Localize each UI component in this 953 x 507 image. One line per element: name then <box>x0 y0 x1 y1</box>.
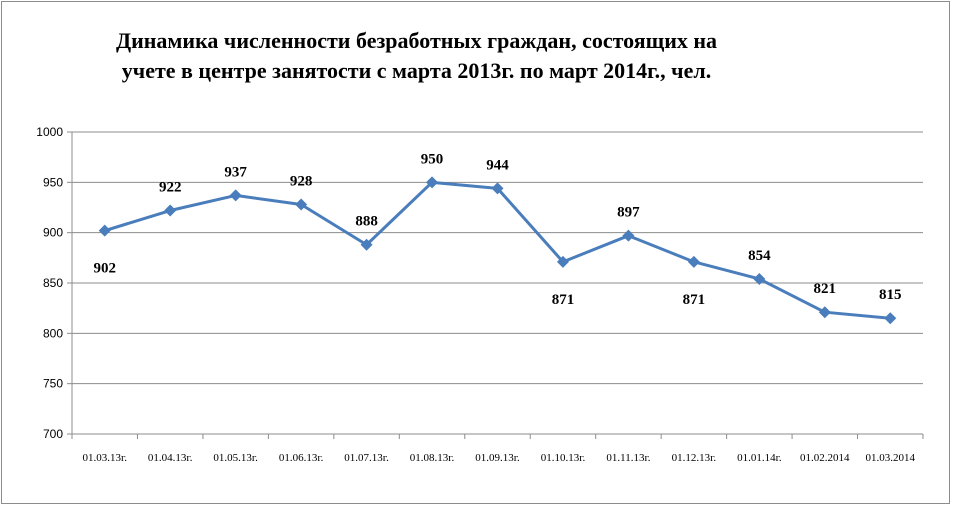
data-label: 922 <box>159 180 182 196</box>
data-label: 902 <box>93 261 116 277</box>
x-tick-label: 01.01.14г. <box>737 452 782 464</box>
data-label: 821 <box>814 281 837 297</box>
data-point-marker <box>556 255 569 268</box>
data-label: 854 <box>748 248 771 264</box>
data-label: 871 <box>683 292 706 308</box>
x-tick-label: 01.07.13г. <box>344 452 389 464</box>
data-point-marker <box>295 198 308 211</box>
x-tick-label: 01.06.13г. <box>279 452 324 464</box>
chart-title: Динамика численности безработных граждан… <box>0 26 953 86</box>
data-label: 928 <box>290 173 313 189</box>
data-point-marker <box>687 255 700 268</box>
x-tick-label: 01.09.13г. <box>475 452 520 464</box>
series-line <box>104 180 891 320</box>
x-tick-label: 01.03.13г. <box>82 452 127 464</box>
y-tick-label: 850 <box>43 276 63 290</box>
y-tick-label: 1000 <box>36 125 63 139</box>
y-tick-label: 900 <box>43 226 63 240</box>
y-tick-label: 700 <box>43 427 63 441</box>
data-point-marker <box>753 272 766 285</box>
y-tick-label: 750 <box>43 377 63 391</box>
x-tick-label: 01.11.13г. <box>606 452 650 464</box>
data-label: 950 <box>421 151 444 167</box>
y-tick-labels: 700 750 800 850 900 950 1000 <box>36 125 63 441</box>
gridlines <box>72 131 923 385</box>
data-point-marker <box>491 182 504 195</box>
data-label: 871 <box>552 292 575 308</box>
x-tick-label: 01.02.2014 <box>800 452 850 464</box>
x-tick-label: 01.12.13г. <box>672 452 717 464</box>
data-label: 897 <box>617 205 640 221</box>
chart-title-line-1: Динамика численности безработных граждан… <box>115 28 718 53</box>
y-tick-label: 950 <box>43 175 63 189</box>
x-tick-label: 01.03.2014 <box>866 452 916 464</box>
data-point-marker <box>360 238 373 251</box>
data-point-marker <box>98 224 111 237</box>
x-tick-label: 01.04.13г. <box>148 452 193 464</box>
data-label: 944 <box>486 157 509 173</box>
data-point-marker <box>884 312 897 325</box>
chart-title-line-2: учете в центре занятости с марта 2013г. … <box>121 58 712 83</box>
x-tick-label: 01.10.13г. <box>541 452 586 464</box>
data-labels: 902 922 937 928 888 950 944 871 897 871 854 821 815 <box>93 151 901 308</box>
data-label: 937 <box>224 164 247 180</box>
y-tick-label: 800 <box>43 326 63 340</box>
data-point-marker <box>164 204 177 217</box>
data-point-marker <box>229 189 242 202</box>
data-point-marker <box>622 229 635 242</box>
axes <box>67 131 924 439</box>
data-point-marker <box>818 306 831 319</box>
data-point-marker <box>426 176 439 189</box>
data-label: 888 <box>355 214 378 230</box>
x-tick-labels: 01.03.13г. 01.04.13г. 01.05.13г. 01.06.13г.… <box>82 452 915 464</box>
series-markers <box>98 176 897 325</box>
series-polyline <box>104 180 891 320</box>
x-tick-label: 01.05.13г. <box>213 452 258 464</box>
data-label: 815 <box>879 287 902 303</box>
x-tick-label: 01.08.13г. <box>410 452 455 464</box>
